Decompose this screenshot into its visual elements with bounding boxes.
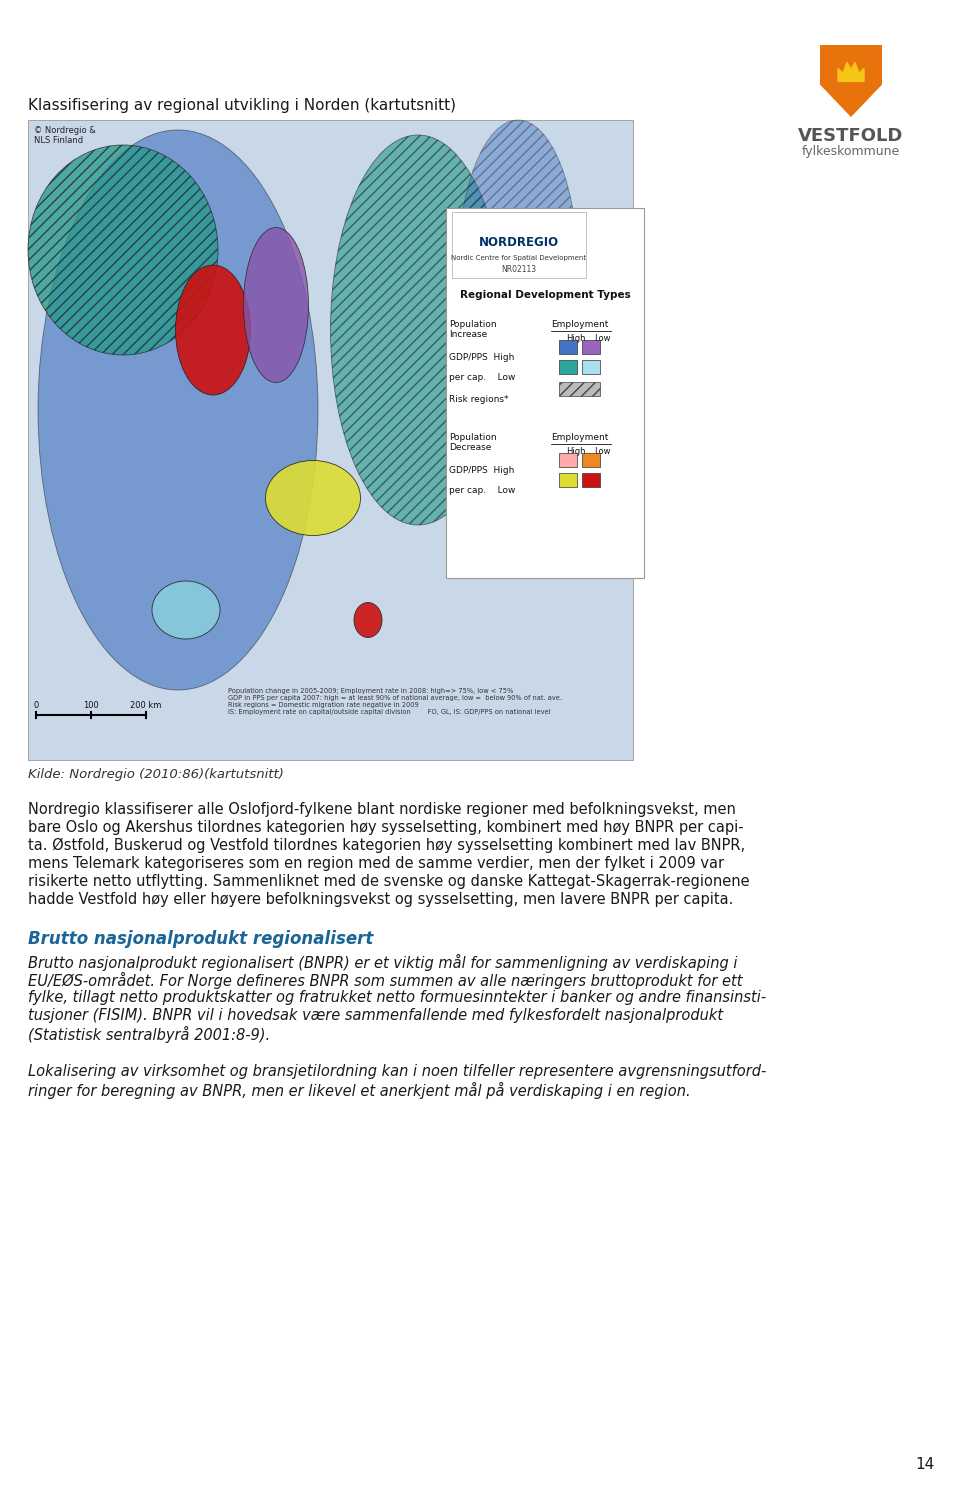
Ellipse shape: [152, 580, 220, 639]
Text: NR02113: NR02113: [501, 264, 537, 273]
Text: Population change in 2005-2009; Employment rate in 2008: high=> 75%, low < 75%
G: Population change in 2005-2009; Employme…: [228, 688, 562, 715]
Text: hadde Vestfold høy eller høyere befolkningsvekst og sysselsetting, men lavere BN: hadde Vestfold høy eller høyere befolkni…: [28, 892, 733, 908]
Ellipse shape: [354, 603, 382, 638]
Text: Nordregio klassifiserer alle Oslofjord-fylkene blant nordiske regioner med befol: Nordregio klassifiserer alle Oslofjord-f…: [28, 802, 736, 818]
Text: ringer for beregning av BNPR, men er likevel et anerkjent mål på verdiskaping i : ringer for beregning av BNPR, men er lik…: [28, 1082, 690, 1100]
Text: ta. Østfold, Buskerud og Vestfold tilordnes kategorien høy sysselsetting kombine: ta. Østfold, Buskerud og Vestfold tilord…: [28, 839, 745, 854]
Text: Low: Low: [594, 334, 611, 344]
Text: © Nordregio &
NLS Finland: © Nordregio & NLS Finland: [34, 126, 96, 146]
Text: Employment: Employment: [551, 433, 609, 442]
Bar: [559, 340, 577, 354]
Text: NORDREGIO: NORDREGIO: [479, 237, 559, 249]
Ellipse shape: [266, 460, 361, 536]
Ellipse shape: [28, 146, 218, 356]
Bar: [28, 120, 633, 760]
Text: risikerte netto utflytting. Sammenliknet med de svenske og danske Kattegat-Skage: risikerte netto utflytting. Sammenliknet…: [28, 874, 750, 890]
Ellipse shape: [176, 266, 251, 394]
Text: tusjoner (FISIM). BNPR vil i hovedsak være sammenfallende med fylkesfordelt nasj: tusjoner (FISIM). BNPR vil i hovedsak væ…: [28, 1008, 723, 1023]
Text: GDP/PPS  High: GDP/PPS High: [449, 466, 515, 476]
Text: (Statistisk sentralbyrå 2001:8-9).: (Statistisk sentralbyrå 2001:8-9).: [28, 1026, 270, 1042]
Bar: [559, 472, 577, 488]
Text: fylkeskommune: fylkeskommune: [802, 146, 900, 158]
Text: High: High: [566, 334, 586, 344]
Bar: [582, 472, 600, 488]
Text: fylke, tillagt netto produktskatter og fratrukket netto formuesinntekter i banke: fylke, tillagt netto produktskatter og f…: [28, 990, 766, 1005]
Polygon shape: [820, 45, 882, 117]
Text: mens Telemark kategoriseres som en region med de samme verdier, men der fylket i: mens Telemark kategoriseres som en regio…: [28, 856, 724, 871]
Bar: [559, 453, 577, 466]
Bar: [559, 360, 577, 374]
Text: Brutto nasjonalprodukt regionalisert (BNPR) er et viktig mål for sammenligning a: Brutto nasjonalprodukt regionalisert (BN…: [28, 954, 737, 970]
Text: Risk regions*: Risk regions*: [449, 394, 509, 404]
Bar: [582, 453, 600, 466]
Polygon shape: [838, 63, 864, 81]
Text: High: High: [566, 447, 586, 456]
Text: Klassifisering av regional utvikling i Norden (kartutsnitt): Klassifisering av regional utvikling i N…: [28, 98, 456, 112]
Bar: [559, 382, 600, 396]
Ellipse shape: [330, 135, 506, 525]
Text: Low: Low: [594, 447, 611, 456]
Text: 100: 100: [84, 700, 99, 709]
FancyBboxPatch shape: [446, 209, 644, 578]
Ellipse shape: [244, 228, 308, 382]
Ellipse shape: [458, 120, 578, 420]
Text: Nordic Centre for Spatial Development: Nordic Centre for Spatial Development: [451, 255, 587, 261]
Text: per cap.    Low: per cap. Low: [449, 486, 516, 495]
Text: EU/EØS-området. For Norge defineres BNPR som summen av alle næringers bruttoprod: EU/EØS-området. For Norge defineres BNPR…: [28, 972, 742, 988]
Text: Brutto nasjonalprodukt regionalisert: Brutto nasjonalprodukt regionalisert: [28, 930, 373, 948]
Text: Population
Increase: Population Increase: [449, 320, 496, 339]
Text: 200 km: 200 km: [131, 700, 161, 709]
Text: GDP/PPS  High: GDP/PPS High: [449, 352, 515, 362]
Text: bare Oslo og Akershus tilordnes kategorien høy sysselsetting, kombinert med høy : bare Oslo og Akershus tilordnes kategori…: [28, 821, 744, 836]
Text: Lokalisering av virksomhet og bransjetilordning kan i noen tilfeller representer: Lokalisering av virksomhet og bransjetil…: [28, 1064, 766, 1078]
Text: VESTFOLD: VESTFOLD: [799, 128, 903, 146]
Text: per cap.    Low: per cap. Low: [449, 374, 516, 382]
Text: 0: 0: [34, 700, 38, 709]
Text: Employment: Employment: [551, 320, 609, 328]
Text: Kilde: Nordregio (2010:86)(kartutsnitt): Kilde: Nordregio (2010:86)(kartutsnitt): [28, 768, 284, 782]
Bar: [582, 360, 600, 374]
Ellipse shape: [38, 130, 318, 690]
Text: Regional Development Types: Regional Development Types: [460, 290, 631, 300]
Text: 14: 14: [916, 1456, 935, 1472]
FancyBboxPatch shape: [452, 211, 586, 278]
Text: Population
Decrease: Population Decrease: [449, 433, 496, 453]
Bar: [582, 340, 600, 354]
